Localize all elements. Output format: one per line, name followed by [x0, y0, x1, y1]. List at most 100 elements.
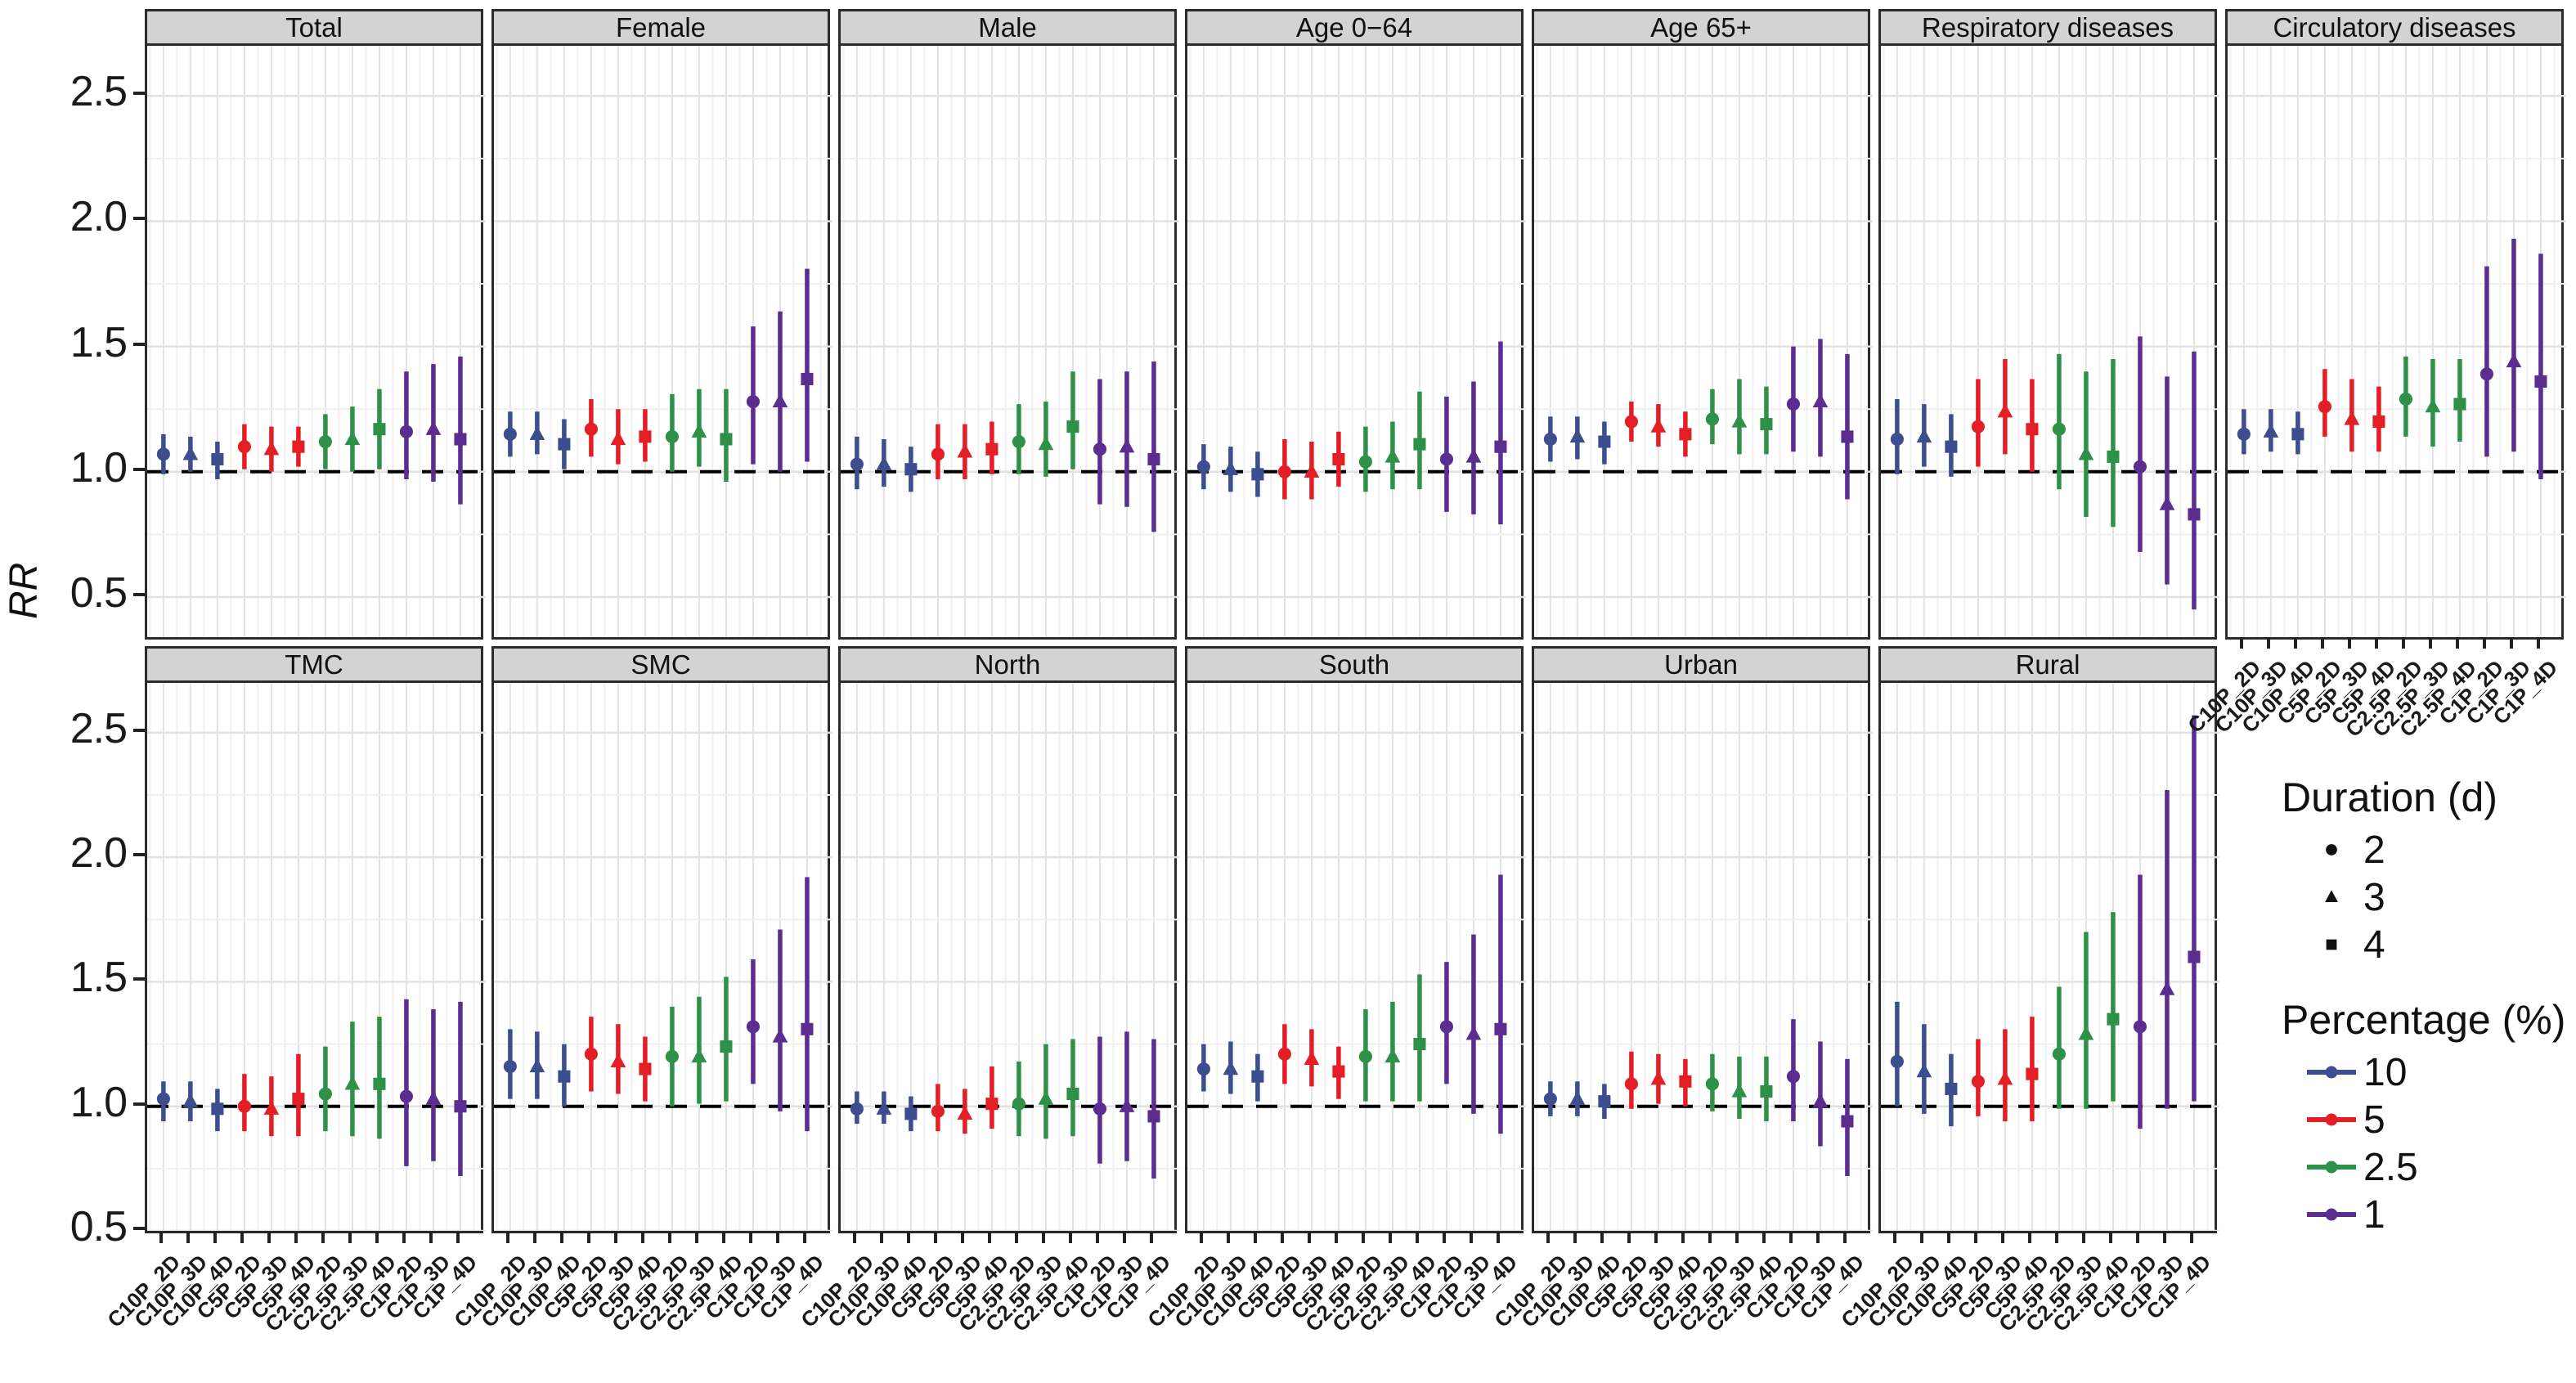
legend-duration-item-3: 3 [2300, 873, 2576, 921]
point-c1p_2d [1439, 1020, 1453, 1034]
y-tick-label: 2.0 [70, 193, 128, 241]
point-c1p_3d [2159, 496, 2175, 510]
point-c2.5p_4d [2107, 1013, 2120, 1026]
point-c1p_4d [801, 1022, 814, 1035]
point-c2.5p_2d [1012, 434, 1025, 449]
y-tick-mark [133, 467, 145, 471]
point-c10p_2d [156, 447, 170, 461]
y-tick-mark [133, 1227, 145, 1230]
point-c2.5p_2d [318, 1087, 332, 1101]
panel-title: Rural [1878, 646, 2217, 680]
point-c1p_3d [772, 393, 788, 408]
point-c2.5p_3d [1384, 1048, 1401, 1062]
x-tick-mark [1122, 1232, 1126, 1243]
x-tick-mark [294, 1232, 298, 1243]
x-tick-mark [1919, 1232, 1923, 1243]
point-c10p_4d [2291, 428, 2304, 441]
point-c2.5p_3d [344, 430, 361, 446]
point-c2.5p_4d [1066, 1087, 1079, 1101]
point-c5p_4d [1679, 1075, 1692, 1088]
y-tick-mark [133, 92, 145, 96]
x-tick-mark [1014, 1232, 1018, 1243]
point-c1p_4d [1841, 430, 1854, 443]
x-tick-mark [1546, 1232, 1550, 1243]
x-tick-mark [1654, 1232, 1658, 1243]
x-tick-mark [613, 1232, 617, 1243]
x-tick-mark [667, 1232, 671, 1243]
top-row-panels: Total Female Male Age 0−64 Age 65+ Respirator… [145, 9, 2566, 640]
point-c1p_4d [2188, 950, 2201, 963]
point-c10p_3d [182, 1093, 199, 1107]
facet-row-top: 0.5 1.0 1.5 2.0 2.5 Total Female Male Age 0−64 A… [0, 9, 2566, 640]
x-tick-mark [1253, 1232, 1257, 1243]
point-c10p_3d [876, 456, 892, 470]
y-tick-label: 1.0 [70, 1078, 128, 1126]
point-c2.5p_4d [1413, 438, 1426, 451]
point-c1p_4d [2188, 508, 2201, 521]
point-c10p_2d [156, 1092, 170, 1106]
point-c10p_2d [1543, 432, 1557, 447]
point-c1p_4d [1147, 452, 1160, 466]
point-c5p_4d [1332, 452, 1345, 466]
legend-percentage-item-5: 5 [2300, 1096, 2576, 1143]
x-tick-mark [186, 1232, 190, 1243]
point-c1p_3d [772, 1028, 788, 1043]
x-tick-mark [2347, 637, 2351, 649]
panel-rural: Rural [1878, 646, 2219, 1233]
panel-title: TMC [145, 646, 483, 680]
point-c2.5p_2d [665, 1049, 679, 1063]
x-tick-mark [2239, 637, 2243, 649]
x-tick-mark [802, 1232, 806, 1243]
x-tick-mark [640, 1232, 644, 1243]
x-tick-mark [1761, 1232, 1766, 1243]
point-c5p_2d [584, 422, 598, 436]
point-c10p_4d [211, 1102, 224, 1116]
pointrange-icon [2300, 1056, 2363, 1089]
y-tick-mark [133, 342, 145, 346]
point-c1p_3d [1812, 1093, 1829, 1107]
point-c10p_2d [850, 1102, 864, 1116]
point-c2.5p_2d [1358, 455, 1372, 469]
x-tick-mark [2401, 637, 2405, 649]
x-tick-mark [2455, 637, 2459, 649]
point-c10p_2d [850, 457, 864, 471]
x-tick-mark [267, 1232, 271, 1243]
point-c5p_2d [1277, 1047, 1291, 1061]
x-tick-mark [1226, 1232, 1230, 1243]
point-c5p_3d [1997, 403, 2013, 418]
point-c10p_3d [1569, 428, 1586, 443]
point-c10p_4d [1251, 468, 1264, 481]
pointrange-icon [2300, 1198, 2363, 1231]
point-c1p_4d [1494, 1022, 1507, 1035]
y-tick-label: 1.0 [70, 443, 128, 492]
point-c5p_4d [2372, 415, 2385, 429]
point-c5p_4d [1332, 1065, 1345, 1078]
legend-percentage-label: 1 [2363, 1192, 2385, 1237]
panel-title: Circulatory diseases [2225, 9, 2564, 43]
point-c2.5p_4d [1413, 1038, 1426, 1051]
y-tick-mark [133, 853, 145, 857]
x-tick-mark [2054, 1232, 2058, 1243]
x-tick-mark [1788, 1232, 1793, 1243]
panel-title: Female [491, 9, 830, 43]
y-tick-mark [133, 592, 145, 596]
panel-plot-area [491, 43, 832, 640]
panel-plot-area [2225, 43, 2566, 640]
point-c5p_4d [1679, 428, 1692, 441]
x-tick-mark [1627, 1232, 1631, 1243]
point-c2.5p_2d [1012, 1097, 1025, 1111]
legend-duration-item-4: 4 [2300, 921, 2576, 968]
point-c5p_2d [1971, 1075, 1985, 1089]
panel-smc: SMC [491, 646, 832, 1233]
point-c5p_4d [639, 1062, 652, 1075]
point-c2.5p_3d [344, 1075, 361, 1090]
panel-age-65-: Age 65+ [1532, 9, 1873, 640]
panel-circulatory-diseases: Circulatory diseases [2225, 9, 2566, 640]
panel-plot-area [1185, 43, 1526, 640]
point-c1p_2d [2133, 1020, 2147, 1034]
point-c10p_2d [1543, 1092, 1557, 1106]
legend-duration-title: Duration (d) [2282, 775, 2497, 820]
point-c5p_4d [985, 1098, 999, 1111]
x-tick-mark [721, 1232, 725, 1243]
point-c1p_3d [1119, 1098, 1135, 1112]
